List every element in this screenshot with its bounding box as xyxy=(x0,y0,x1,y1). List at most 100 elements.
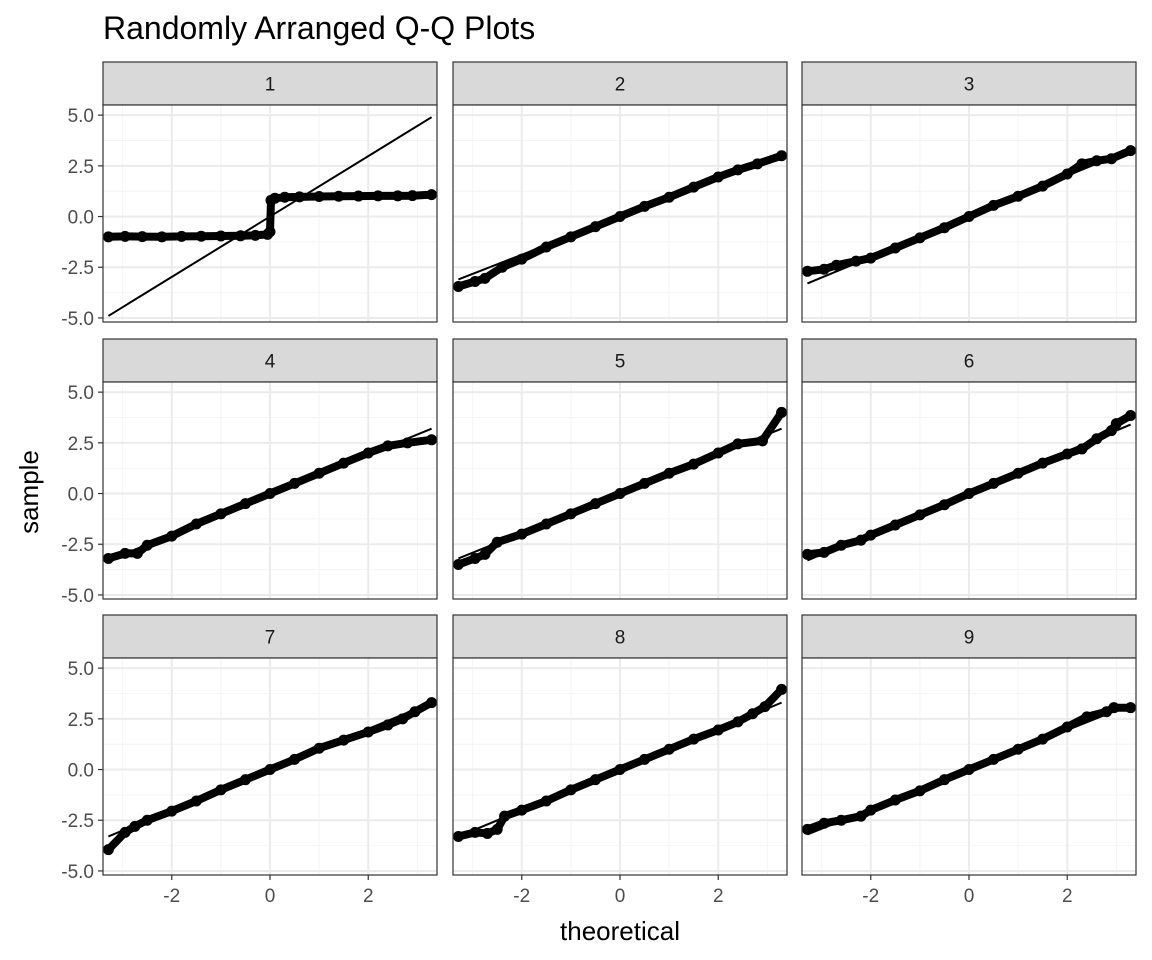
x-tick-label: -2 xyxy=(862,886,879,907)
qq-point xyxy=(452,830,464,842)
y-tick-label: -2.5 xyxy=(61,811,94,832)
qq-point xyxy=(1012,190,1024,202)
qq-point xyxy=(756,435,768,447)
qq-point xyxy=(776,683,788,695)
qq-point xyxy=(1091,155,1103,167)
qq-point xyxy=(565,784,577,796)
panel-border xyxy=(801,104,1137,323)
qq-point xyxy=(732,438,744,450)
qq-point xyxy=(469,552,481,564)
qq-point xyxy=(426,189,438,201)
qq-point xyxy=(1110,418,1122,430)
qq-point xyxy=(914,232,926,244)
qq-point xyxy=(776,406,788,418)
facet-strip xyxy=(801,614,1137,659)
y-tick-label: 5.0 xyxy=(68,106,94,127)
qq-point xyxy=(1091,433,1103,445)
qq-point xyxy=(835,814,847,826)
qq-point xyxy=(889,519,901,531)
qq-sample-trace xyxy=(454,151,786,291)
qq-point xyxy=(801,823,813,835)
qq-point xyxy=(639,753,651,765)
qq-point xyxy=(166,805,178,817)
qq-point xyxy=(1012,467,1024,479)
qq-point xyxy=(663,743,675,755)
qq-point xyxy=(589,774,601,786)
qq-point xyxy=(712,724,724,736)
facet-panel-7: 7 xyxy=(102,614,438,876)
qq-point xyxy=(129,820,141,832)
panel-border xyxy=(452,104,788,323)
qq-point xyxy=(156,231,168,243)
qq-point xyxy=(818,546,830,558)
qq-point xyxy=(195,230,207,242)
qq-point xyxy=(540,518,552,530)
qq-point xyxy=(313,190,325,202)
qq-point xyxy=(264,488,276,500)
qq-point xyxy=(752,158,764,170)
qq-point xyxy=(540,795,552,807)
qq-point xyxy=(249,229,261,241)
qq-point xyxy=(589,221,601,233)
qq-point xyxy=(747,708,759,720)
qq-point xyxy=(712,447,724,459)
qq-point xyxy=(565,508,577,520)
qq-point xyxy=(988,753,1000,765)
qq-point xyxy=(392,190,404,202)
qq-point xyxy=(352,190,364,202)
qq-point xyxy=(963,488,975,500)
facet-panel-1: 1 xyxy=(102,61,438,323)
qq-point xyxy=(338,734,350,746)
facet-strip-label: 4 xyxy=(265,352,276,373)
x-tick-label: 0 xyxy=(964,886,975,907)
qq-point xyxy=(1076,443,1088,455)
qq-point xyxy=(818,817,830,829)
axes: -5.0 -2.5 0.0 2.5 5.0 -5.0 -2.5 0.0 2.5 5.0 -5.0 -2… xyxy=(61,106,1072,907)
qq-point xyxy=(889,794,901,806)
facet-panels: 1 2 3 4 5 6 7 8 9 xyxy=(102,61,1137,876)
facet-strip-label: 1 xyxy=(265,75,276,96)
qq-point xyxy=(313,742,325,754)
qq-point xyxy=(1012,743,1024,755)
qq-point xyxy=(382,719,394,731)
qq-point xyxy=(239,774,251,786)
qq-point xyxy=(402,437,414,449)
qq-point xyxy=(102,844,114,856)
qq-point xyxy=(119,230,131,242)
qq-point xyxy=(293,191,305,203)
qq-point xyxy=(499,810,511,822)
qq-point xyxy=(239,498,251,510)
y-tick-label: 0.0 xyxy=(68,761,94,782)
x-tick-label: 0 xyxy=(615,886,626,907)
qq-point xyxy=(264,764,276,776)
qq-point xyxy=(963,764,975,776)
qq-point xyxy=(452,281,464,293)
x-tick-label: 2 xyxy=(1062,886,1073,907)
y-tick-label: 5.0 xyxy=(68,383,94,404)
y-tick-label: -2.5 xyxy=(61,258,94,279)
qq-point xyxy=(988,199,1000,211)
facet-strip-label: 5 xyxy=(615,352,626,373)
qq-point xyxy=(850,255,862,267)
qq-point xyxy=(1125,702,1137,714)
facet-panel-8: 8 xyxy=(452,614,788,876)
chart-title: Randomly Arranged Q-Q Plots xyxy=(103,10,535,46)
qq-point xyxy=(479,548,491,560)
qq-point xyxy=(452,559,464,571)
qq-point xyxy=(1061,721,1073,733)
y-tick-label: 2.5 xyxy=(68,710,94,731)
qq-point xyxy=(136,231,148,243)
facet-strip xyxy=(102,61,438,106)
qq-point xyxy=(1061,448,1073,460)
qq-point xyxy=(938,774,950,786)
qq-point xyxy=(516,253,528,265)
qq-point xyxy=(426,434,438,446)
panel-border xyxy=(102,104,438,323)
qq-point xyxy=(889,242,901,254)
qq-point xyxy=(397,713,409,725)
facet-strip-label: 2 xyxy=(615,75,626,96)
qq-point xyxy=(1105,153,1117,165)
facet-panel-4: 4 xyxy=(102,338,438,600)
qq-point xyxy=(215,784,227,796)
qq-point xyxy=(835,539,847,551)
